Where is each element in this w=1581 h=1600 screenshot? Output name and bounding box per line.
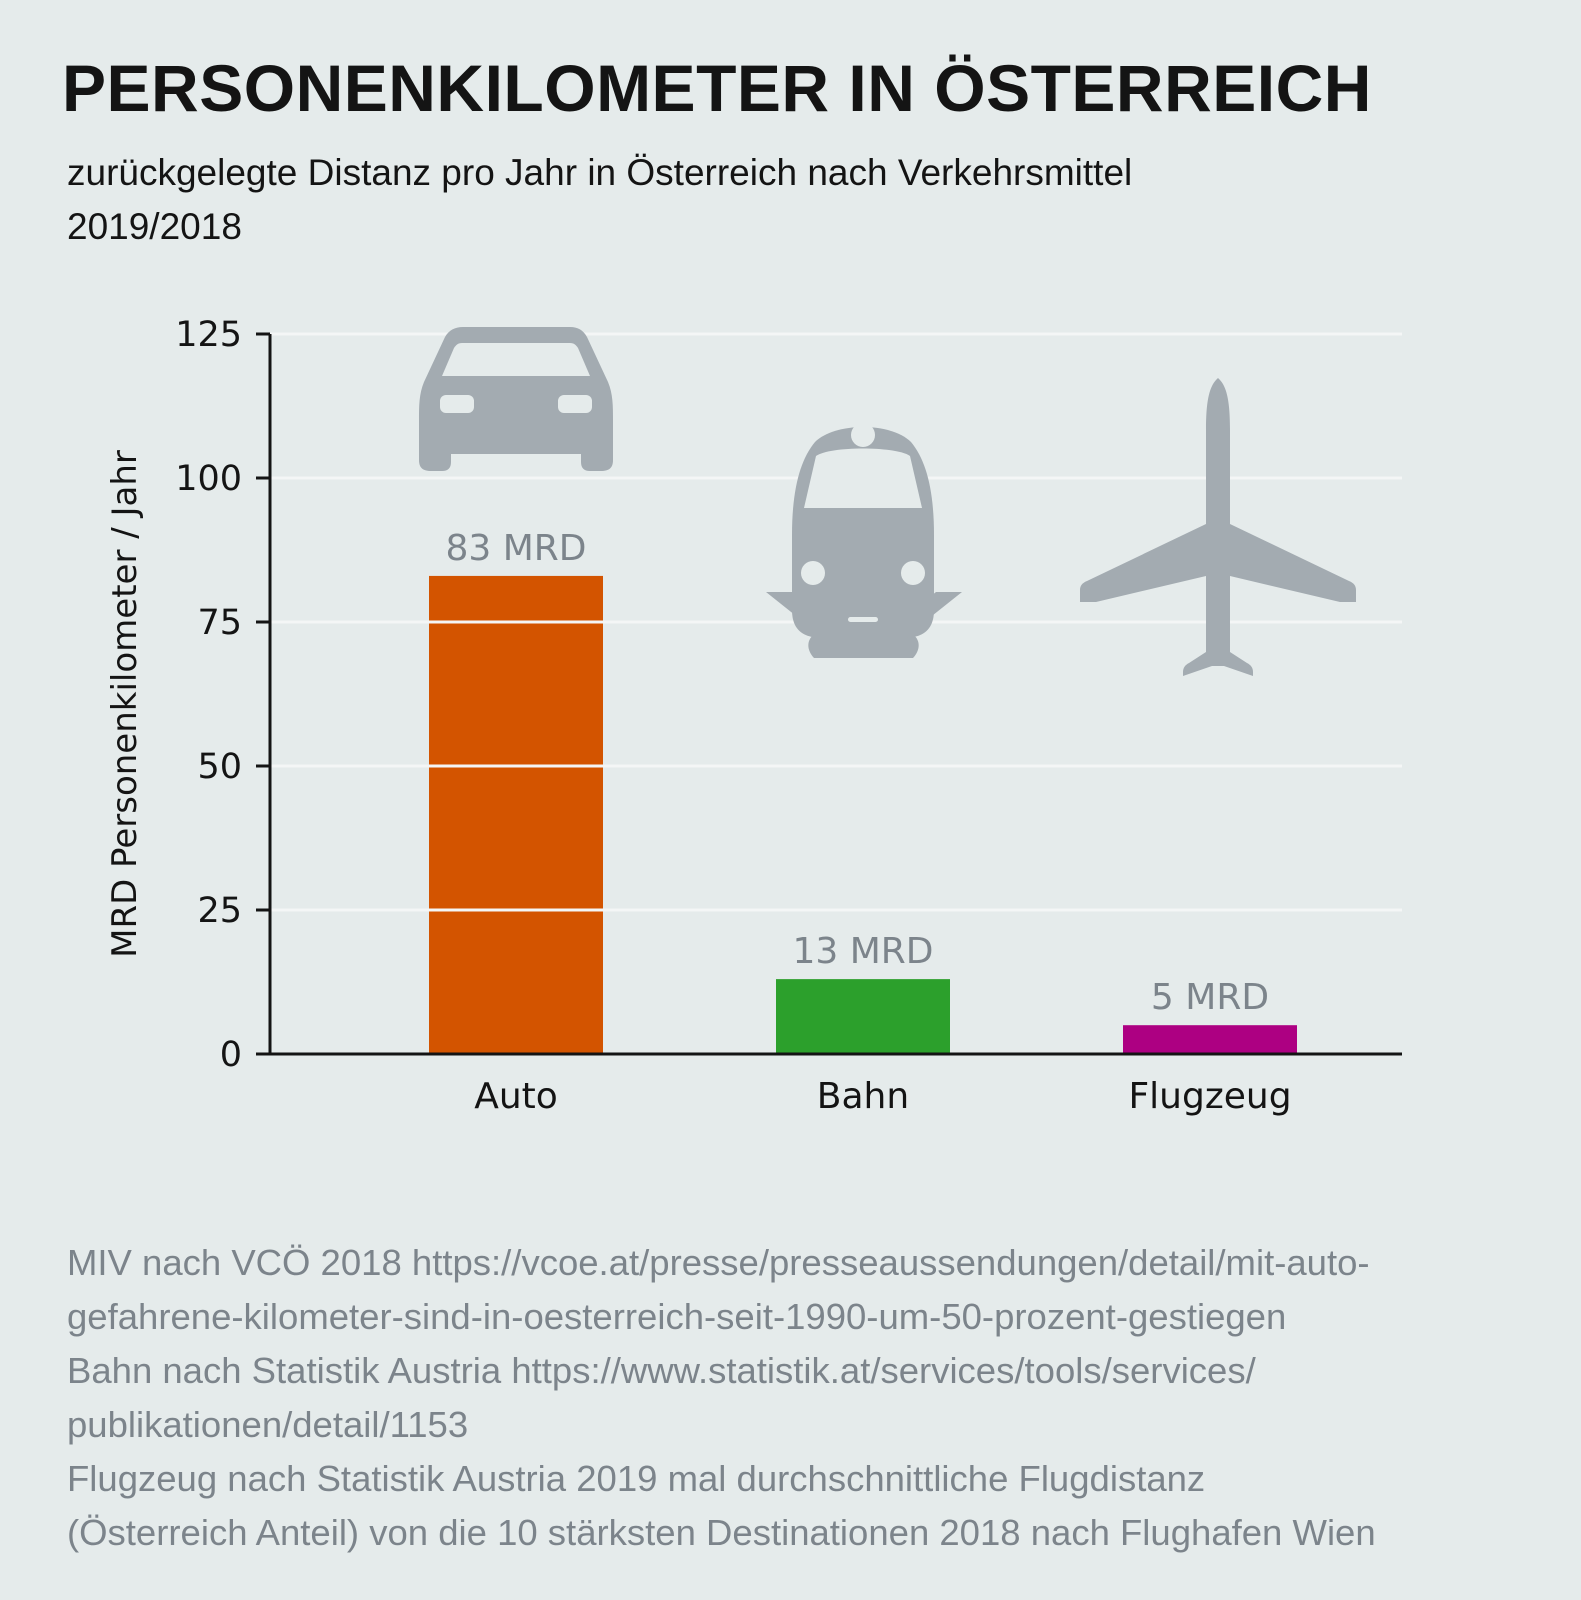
chart-subtitle: zurückgelegte Distanz pro Jahr in Österr… [67,146,1132,254]
source-line: gefahrene-kilometer-sind-in-oesterreich-… [67,1296,1287,1337]
y-tick-label: 125 [175,315,242,355]
x-tick-label: Auto [474,1076,558,1117]
y-tick-label: 0 [220,1035,242,1075]
y-tick-label: 100 [175,459,242,499]
airplane-icon [1080,378,1356,676]
bar-chart: 0 25 50 75 100 125 MRD Personenkilometer / Jah… [105,315,1402,1117]
data-label: 5 MRD [1151,977,1269,1018]
train-window [804,448,922,508]
car-windshield [442,343,590,376]
y-tick-label: 25 [197,891,242,931]
y-tick-label: 50 [197,747,242,787]
train-bumper [848,617,878,622]
data-label: 83 MRD [445,528,586,569]
source-line: MIV nach VCÖ 2018 https://vcoe.at/presse… [67,1242,1370,1283]
subtitle-line: 2019/2018 [67,206,242,247]
bar-flugzeug [1123,1025,1297,1054]
train-headlight [801,561,825,585]
data-label: 13 MRD [792,931,933,972]
y-tick-label: 75 [197,603,242,643]
car-headlight [558,395,592,413]
train-rail-cut [772,655,954,672]
bar-auto [429,575,603,1054]
chart-title: PERSONENKILOMETER IN ÖSTERREICH [62,51,1372,125]
subtitle-line: zurückgelegte Distanz pro Jahr in Österr… [67,152,1133,193]
train-headlight [901,561,925,585]
y-axis-label: MRD Personenkilometer / Jahr [105,450,145,958]
x-tick-label: Flugzeug [1128,1076,1291,1117]
x-tick-label: Bahn [817,1076,909,1117]
car-icon [419,327,613,471]
train-top-light [851,423,875,447]
sources-note: MIV nach VCÖ 2018 https://vcoe.at/presse… [67,1236,1567,1560]
source-line: publikationen/detail/1153 [67,1404,469,1445]
source-line: Flugzeug nach Statistik Austria 2019 mal… [67,1458,1206,1499]
source-line: Bahn nach Statistik Austria https://www.… [67,1350,1256,1391]
bar-bahn [776,979,950,1054]
car-headlight [440,395,474,413]
source-line: (Österreich Anteil) von die 10 stärksten… [67,1512,1376,1553]
train-icon [766,423,962,672]
